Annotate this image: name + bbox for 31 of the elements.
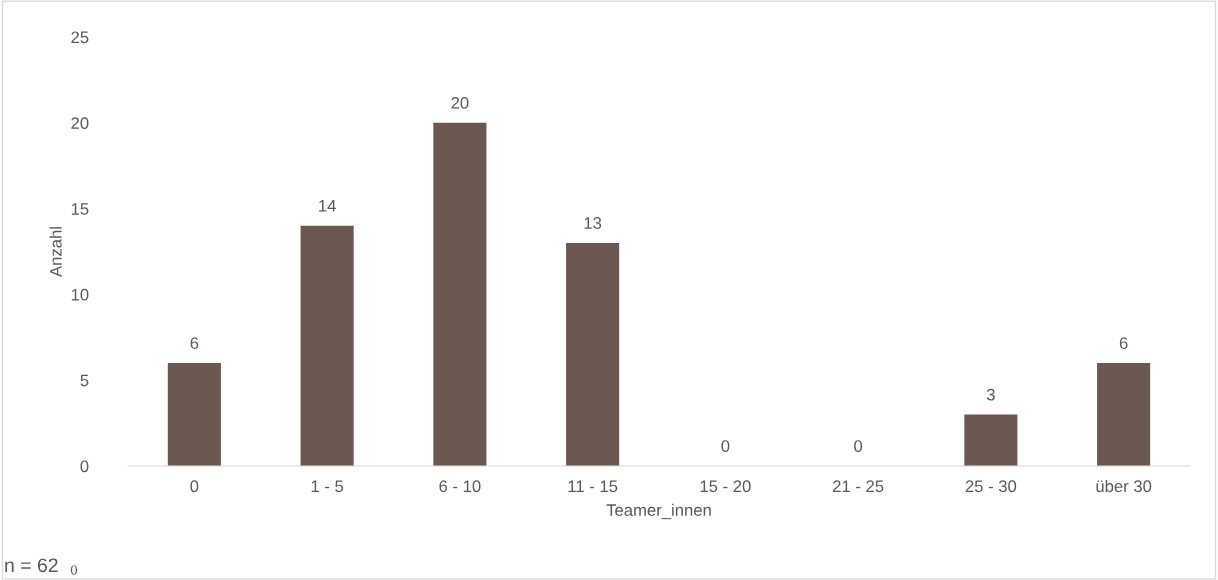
x-tick-label: 25 - 30 <box>965 480 1017 493</box>
data-label: 14 <box>319 200 336 212</box>
bar <box>1097 363 1151 466</box>
data-label: 13 <box>584 217 602 229</box>
bar <box>300 225 354 466</box>
x-tick-label: 0 <box>190 480 199 493</box>
x-axis-title: Teamer_innen <box>606 503 711 520</box>
y-tick-label: 20 <box>71 117 89 129</box>
y-tick-label: 25 <box>71 31 89 44</box>
data-label: 20 <box>451 96 469 109</box>
y-tick-label: 0 <box>80 460 89 473</box>
data-label: 6 <box>1119 337 1128 350</box>
x-tick-label: 11 - 15 <box>568 480 618 493</box>
bar <box>964 414 1018 466</box>
x-tick-label: über 30 <box>1096 479 1152 493</box>
x-tick-label: 21 - 25 <box>833 480 884 493</box>
data-label: 3 <box>986 388 995 401</box>
data-label: 0 <box>854 440 863 452</box>
bar <box>566 242 620 466</box>
y-tick-label: 5 <box>80 374 89 387</box>
y-tick-label: 10 <box>71 288 89 301</box>
bar <box>433 122 487 466</box>
x-tick-label: 15 - 20 <box>700 480 751 493</box>
y-tick-label: 15 <box>71 203 89 215</box>
x-tick-label: 1 - 5 <box>311 480 344 493</box>
bar <box>167 363 221 466</box>
data-label: 0 <box>721 440 730 452</box>
text: n = 62 <box>5 558 58 573</box>
x-tick-label: 6 - 10 <box>439 480 481 493</box>
y-axis-title: Anzahl <box>49 227 62 277</box>
data-label: 6 <box>190 337 199 350</box>
